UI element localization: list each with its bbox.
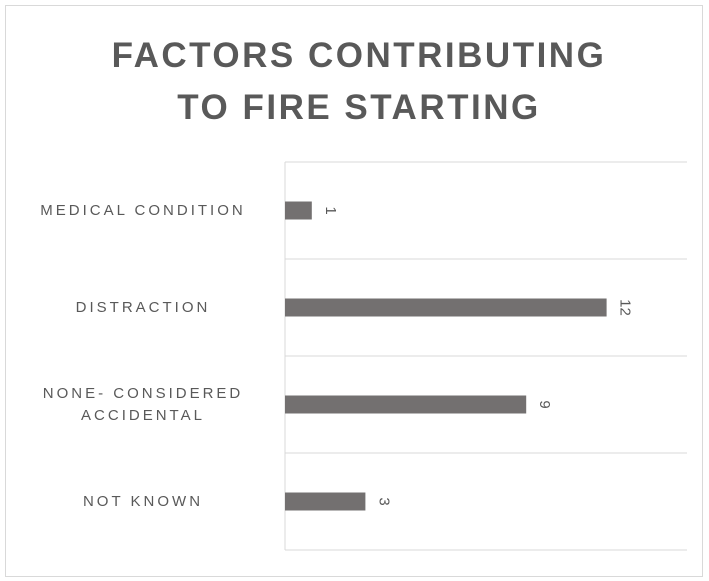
- data-label: 1: [322, 206, 339, 214]
- bar: [285, 201, 312, 220]
- bar: [285, 298, 607, 317]
- bar: [285, 395, 527, 414]
- chart-title: FACTORS CONTRIBUTING TO FIRE STARTING: [111, 36, 607, 127]
- category-label: DISTRACTION: [75, 298, 211, 316]
- category-label: NOT KNOWN: [82, 492, 204, 510]
- chart-frame: [5, 5, 703, 577]
- data-label: 3: [375, 497, 392, 505]
- data-label: 12: [617, 299, 634, 316]
- data-label: 9: [536, 400, 553, 408]
- bar: [285, 492, 366, 511]
- category-label: NONE- CONSIDERED ACCIDENTAL: [42, 384, 244, 424]
- category-label: MEDICAL CONDITION: [40, 201, 246, 219]
